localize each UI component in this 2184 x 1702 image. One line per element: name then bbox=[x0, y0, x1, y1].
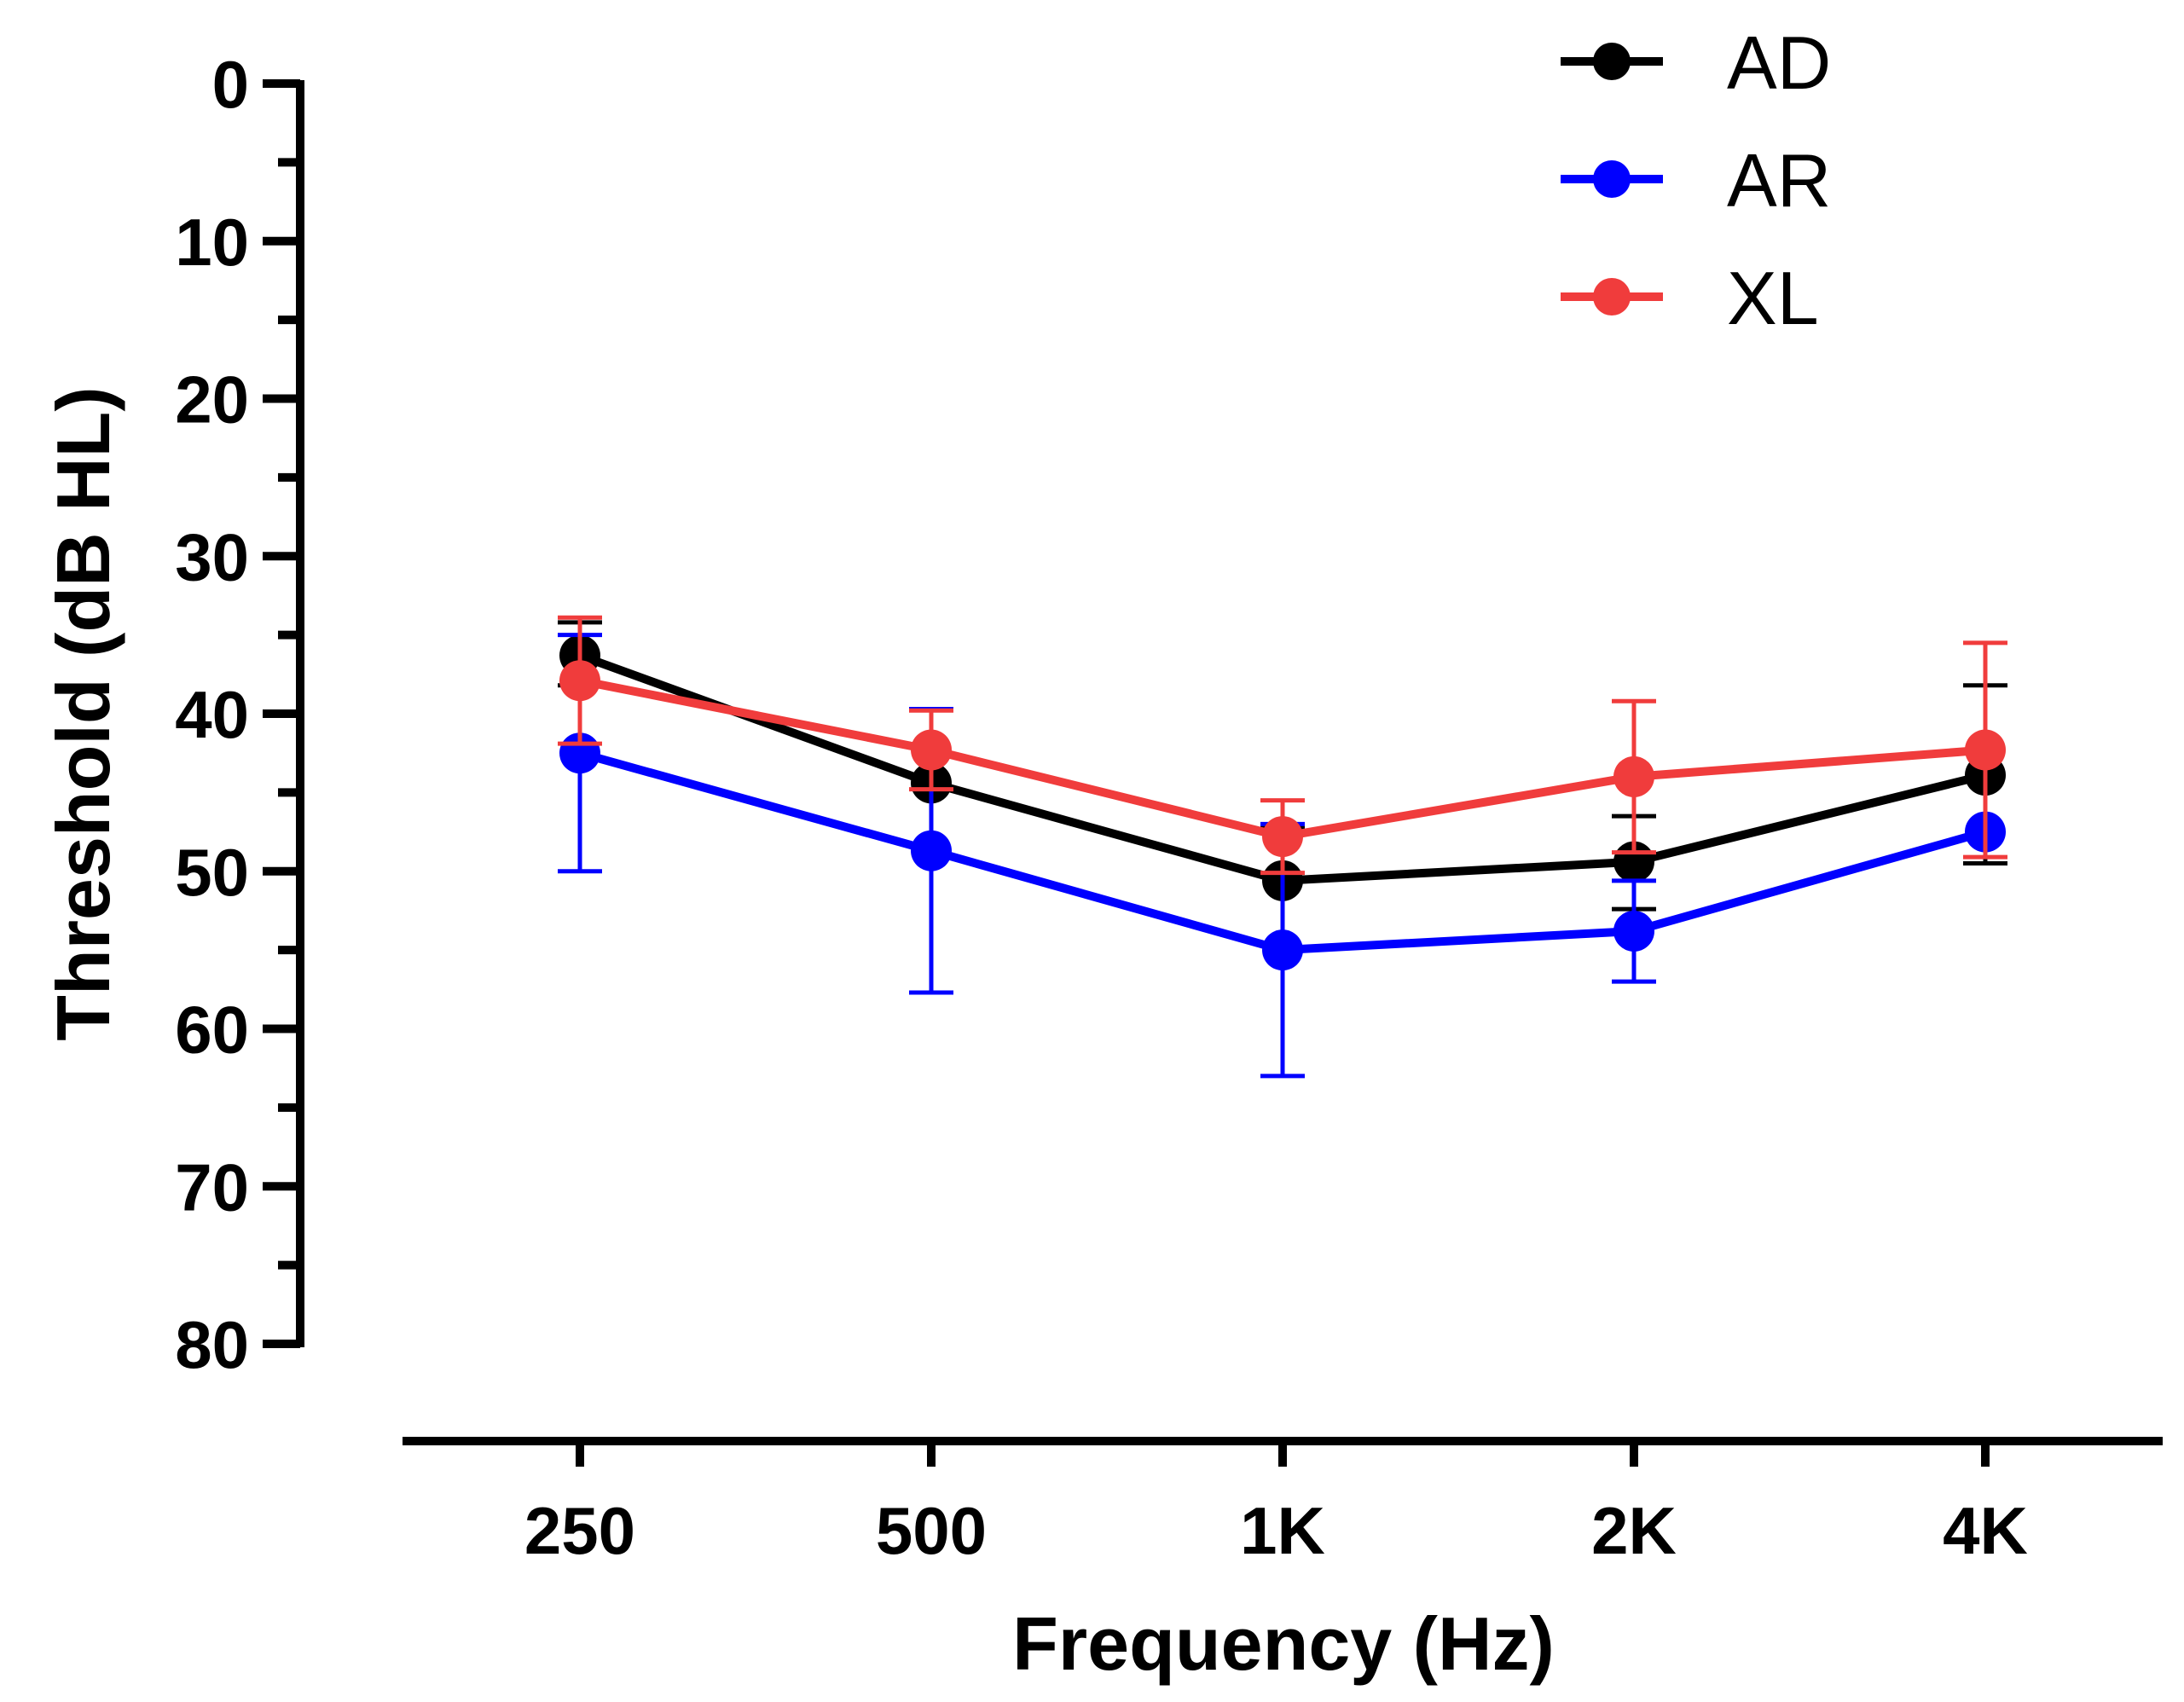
y-tick-label: 20 bbox=[175, 362, 249, 437]
x-axis: 250 500 1K 2K 4K bbox=[403, 1437, 2163, 1568]
data-point bbox=[1613, 910, 1654, 952]
y-tick-label: 80 bbox=[175, 1307, 249, 1382]
series-layer bbox=[558, 615, 2007, 1079]
data-point bbox=[1262, 929, 1303, 971]
legend-item-AR: AR bbox=[1561, 138, 1831, 223]
y-axis-title: Threshold (dB HL) bbox=[41, 386, 125, 1040]
legend-label: XL bbox=[1727, 256, 1819, 340]
data-point bbox=[1613, 755, 1654, 797]
legend-label: AD bbox=[1727, 20, 1831, 105]
series-XL bbox=[558, 615, 2007, 876]
data-point bbox=[1262, 816, 1303, 858]
y-tick-label: 0 bbox=[212, 47, 249, 122]
data-point bbox=[911, 830, 952, 871]
y-tick-label: 50 bbox=[175, 835, 249, 910]
x-tick-label: 500 bbox=[876, 1493, 987, 1568]
legend-swatch-marker bbox=[1593, 43, 1631, 80]
legend-label: AR bbox=[1727, 138, 1831, 223]
data-point bbox=[911, 729, 952, 771]
y-tick-label: 70 bbox=[175, 1149, 249, 1224]
y-axis: 0 10 20 30 40 50 60 70 80 bbox=[175, 47, 304, 1382]
legend-swatch-marker bbox=[1593, 278, 1631, 316]
y-tick-label: 40 bbox=[175, 677, 249, 752]
y-tick-label: 10 bbox=[175, 205, 249, 280]
x-tick-label: 4K bbox=[1943, 1493, 2028, 1568]
y-tick-label: 60 bbox=[175, 993, 249, 1068]
legend: AD AR XL bbox=[1561, 20, 1831, 340]
data-point bbox=[559, 660, 600, 702]
x-tick-label: 2K bbox=[1591, 1493, 1677, 1568]
legend-item-XL: XL bbox=[1561, 256, 1819, 340]
legend-swatch-marker bbox=[1593, 160, 1631, 198]
data-point bbox=[1965, 729, 2006, 771]
legend-item-AD: AD bbox=[1561, 20, 1831, 105]
x-axis-title: Frequency (Hz) bbox=[1012, 1601, 1555, 1686]
x-tick-label: 1K bbox=[1240, 1493, 1325, 1568]
y-tick-label: 30 bbox=[175, 519, 249, 594]
x-tick-label: 250 bbox=[524, 1493, 635, 1568]
